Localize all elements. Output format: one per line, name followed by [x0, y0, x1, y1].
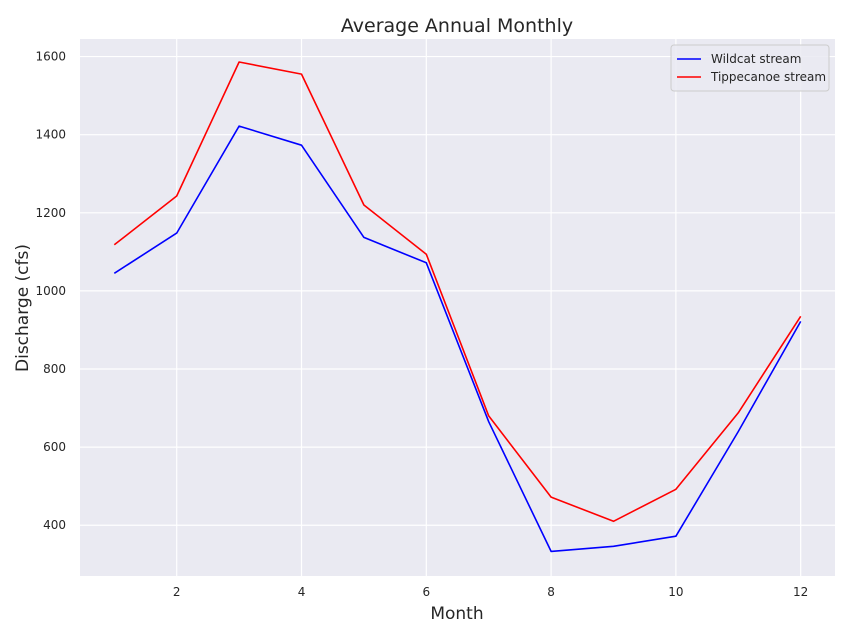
y-axis-ticks: 400 600 800 1000 1200 1400 1600: [35, 50, 66, 533]
legend-label-tippecanoe-stream: Tippecanoe stream: [710, 70, 826, 84]
y-tick-label: 400: [43, 518, 66, 532]
x-tick-label: 2: [173, 585, 181, 599]
y-tick-label: 600: [43, 440, 66, 454]
y-tick-label: 1000: [35, 284, 66, 298]
x-tick-label: 4: [298, 585, 306, 599]
legend-box: [670, 44, 830, 92]
chart-title: Average Annual Monthly: [341, 15, 573, 37]
x-tick-label: 10: [668, 585, 683, 599]
series-line-tippecanoe-stream: [113, 61, 802, 523]
y-tick-label: 1600: [35, 50, 66, 64]
series-lines: [113, 61, 802, 553]
x-tick-label: 12: [793, 585, 808, 599]
x-axis-label: Month: [430, 604, 483, 624]
x-axis-ticks: 2 4 6 8 10 12: [173, 585, 808, 599]
y-tick-label: 800: [43, 362, 66, 376]
y-tick-label: 1400: [35, 128, 66, 142]
legend-label-wildcat-stream: Wildcat stream: [711, 52, 801, 66]
x-tick-label: 6: [422, 585, 430, 599]
plot-area: [80, 39, 835, 576]
y-axis-label: Discharge (cfs): [13, 244, 33, 372]
y-tick-label: 1200: [35, 206, 66, 220]
x-tick-label: 8: [547, 585, 555, 599]
legend: Wildcat stream Tippecanoe stream: [670, 44, 830, 92]
series-line-wildcat-stream: [113, 125, 802, 553]
